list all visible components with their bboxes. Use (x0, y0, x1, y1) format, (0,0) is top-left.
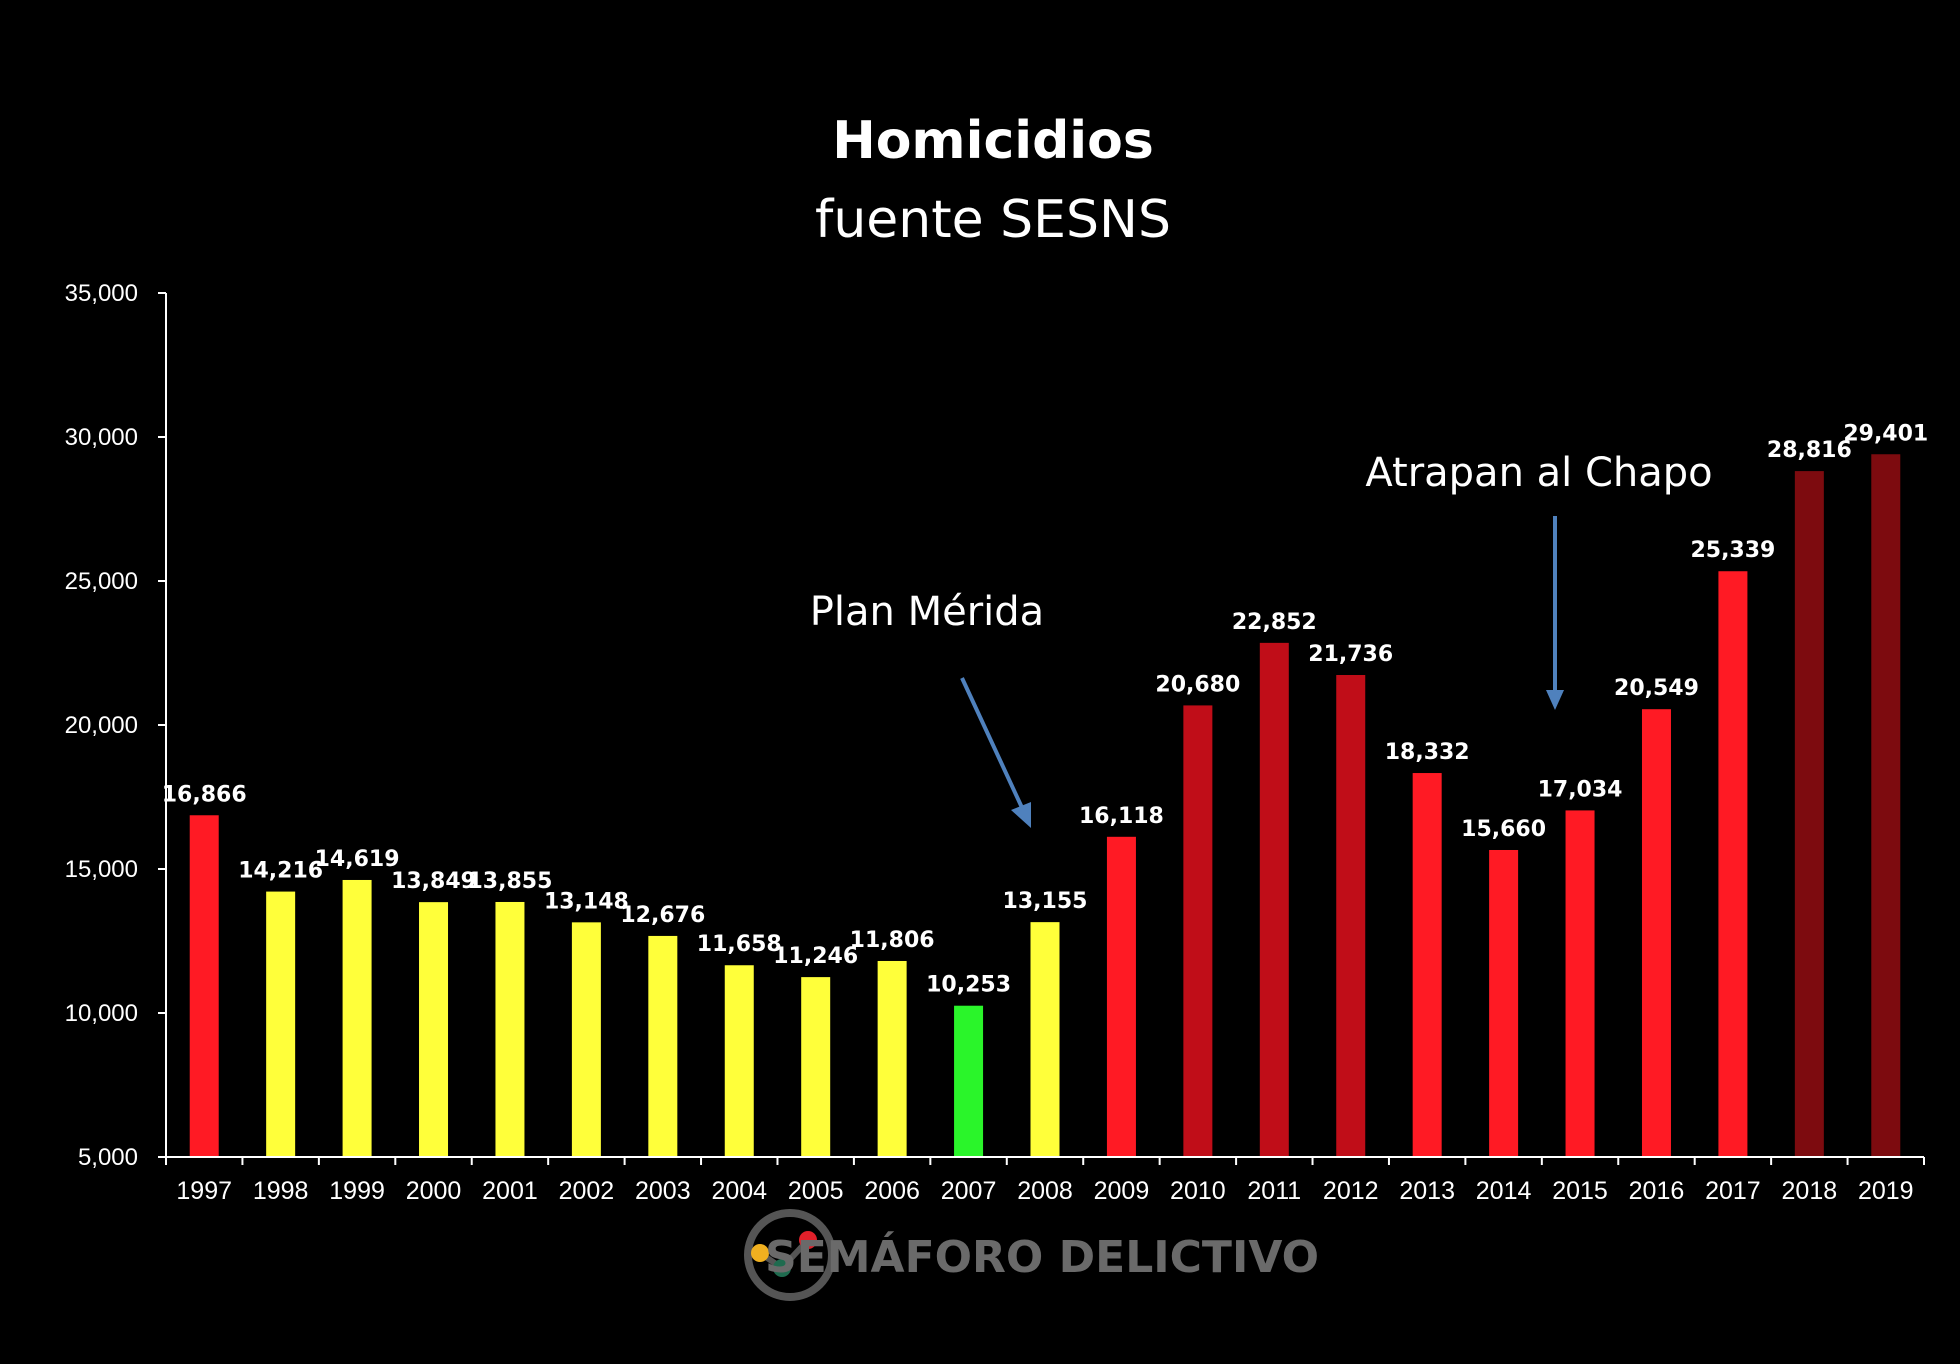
data-label-2000: 13,849 (391, 869, 476, 894)
bar-2015 (1565, 810, 1595, 1157)
y-tick-label: 15,000 (65, 856, 138, 883)
bar-2016 (1641, 709, 1671, 1157)
x-tick-label-2007: 2007 (941, 1177, 997, 1205)
bar-2018 (1794, 471, 1824, 1157)
data-label-2005: 11,246 (773, 944, 858, 969)
data-label-2014: 15,660 (1461, 817, 1546, 842)
data-label-2003: 12,676 (620, 903, 705, 928)
x-tick-label-2014: 2014 (1476, 1177, 1532, 1205)
chart-subtitle: fuente SESNS (815, 190, 1171, 250)
bar-2010 (1183, 705, 1213, 1157)
x-tick-label-1998: 1998 (253, 1177, 309, 1205)
x-tick-label-2001: 2001 (482, 1177, 538, 1205)
bar-2005 (801, 977, 831, 1157)
x-tick-label-2006: 2006 (864, 1177, 920, 1205)
data-label-2013: 18,332 (1385, 740, 1470, 765)
data-label-2009: 16,118 (1079, 804, 1164, 829)
bar-2000 (419, 902, 449, 1157)
arrow-atrapan-chapo-icon (1546, 516, 1564, 710)
bar-2003 (648, 935, 678, 1157)
bar-2011 (1259, 642, 1289, 1157)
chart-title: Homicidios (832, 111, 1154, 171)
bar-2012 (1336, 675, 1366, 1157)
arrow-plan-merida-icon (960, 677, 1031, 828)
data-label-2015: 17,034 (1538, 777, 1623, 802)
data-label-2011: 22,852 (1232, 610, 1317, 635)
bar-2013 (1412, 773, 1442, 1157)
x-tick-label-2009: 2009 (1094, 1177, 1150, 1205)
bar-2017 (1718, 571, 1748, 1157)
y-tick-label: 10,000 (65, 1000, 138, 1027)
x-tick-label-2002: 2002 (559, 1177, 615, 1205)
y-tick-label: 5,000 (78, 1144, 138, 1171)
annotation-atrapan-chapo: Atrapan al Chapo (1365, 450, 1712, 496)
data-label-2012: 21,736 (1308, 642, 1393, 667)
x-tick-label-1999: 1999 (329, 1177, 385, 1205)
data-label-2019: 29,401 (1843, 421, 1928, 446)
x-tick-label-2000: 2000 (406, 1177, 462, 1205)
x-tick-label-1997: 1997 (176, 1177, 232, 1205)
data-label-1999: 14,619 (315, 847, 400, 872)
y-tick-label: 25,000 (65, 568, 138, 595)
x-tick-label-2017: 2017 (1705, 1177, 1761, 1205)
x-tick-label-2019: 2019 (1858, 1177, 1914, 1205)
x-tick-label-2018: 2018 (1782, 1177, 1838, 1205)
data-label-2007: 10,253 (926, 973, 1011, 998)
x-axis: 1997 1998 1999 2000 2001 2002 2003 2004 2005 2006… (165, 1156, 1925, 1205)
x-tick-label-2013: 2013 (1399, 1177, 1455, 1205)
data-labels-group: 16,866 14,21614,61913,84913,85513,14812,6… (162, 421, 1928, 997)
bar-1999 (342, 879, 372, 1157)
data-label-1997: 16,866 (162, 782, 247, 807)
bar-2007 (954, 1005, 984, 1157)
brand-name: SEMÁFORO DELICTIVO (765, 1230, 1319, 1283)
x-tick-label-2010: 2010 (1170, 1177, 1226, 1205)
annotation-plan-merida: Plan Mérida (810, 589, 1044, 635)
semaforo-logo-icon (744, 1209, 836, 1301)
y-tick-label: 20,000 (65, 712, 138, 739)
x-tick-label-2012: 2012 (1323, 1177, 1379, 1205)
y-axis: 5,000 10,000 15,000 20,000 25,000 30,000 35,00… (65, 280, 167, 1171)
bar-2006 (877, 960, 907, 1157)
bar-2004 (724, 965, 754, 1157)
x-tick-label-2008: 2008 (1017, 1177, 1073, 1205)
data-label-2006: 11,806 (850, 928, 935, 953)
bar-2019 (1871, 454, 1901, 1157)
data-label-2018: 28,816 (1767, 438, 1852, 463)
data-label-1998: 14,216 (238, 859, 323, 884)
data-label-2017: 25,339 (1690, 538, 1775, 563)
bar-2008 (1030, 922, 1060, 1157)
data-label-2016: 20,549 (1614, 676, 1699, 701)
x-tick-label-2005: 2005 (788, 1177, 844, 1205)
bars-group (189, 454, 1901, 1157)
data-label-2010: 20,680 (1155, 672, 1240, 697)
bar-2001 (495, 901, 525, 1157)
x-tick-label-2003: 2003 (635, 1177, 691, 1205)
data-label-2004: 11,658 (697, 932, 782, 957)
x-tick-label-2015: 2015 (1552, 1177, 1608, 1205)
x-tick-label-2011: 2011 (1247, 1177, 1301, 1205)
bar-2002 (571, 922, 601, 1157)
data-label-2001: 13,855 (468, 869, 553, 894)
bar-2009 (1106, 836, 1136, 1157)
data-label-2008: 13,155 (1003, 889, 1088, 914)
bar-1998 (266, 891, 296, 1157)
y-tick-label: 35,000 (65, 280, 138, 307)
data-label-2002: 13,148 (544, 889, 629, 914)
y-tick-label: 30,000 (65, 424, 138, 451)
x-tick-label-2004: 2004 (711, 1177, 767, 1205)
bar-1997 (189, 815, 219, 1157)
bar-2014 (1489, 849, 1519, 1157)
x-tick-label-2016: 2016 (1629, 1177, 1685, 1205)
